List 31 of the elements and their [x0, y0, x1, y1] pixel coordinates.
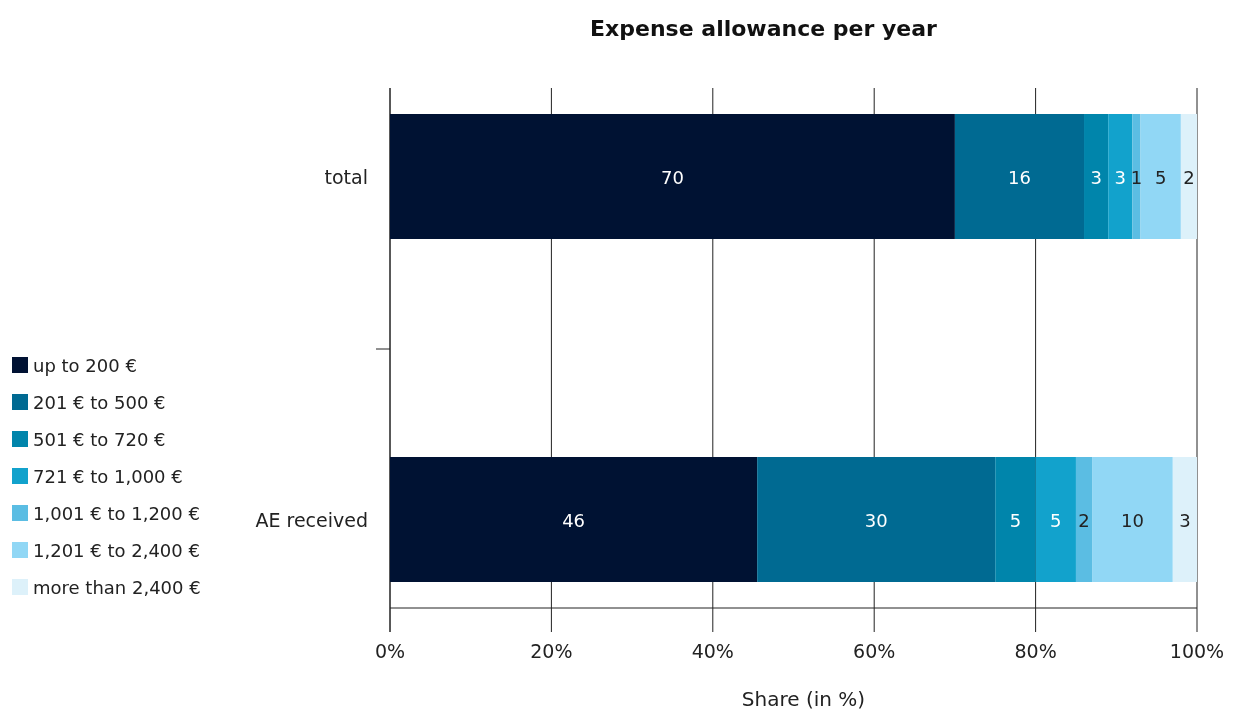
data-label: 3 — [1114, 166, 1127, 188]
x-tick-label: 100% — [1169, 640, 1225, 662]
data-label: 2 — [1078, 509, 1090, 531]
data-label: 46 — [562, 509, 586, 531]
legend-label: 1,201 € to 2,400 € — [33, 540, 200, 561]
legend-label: 721 € to 1,000 € — [33, 466, 183, 487]
legend-label: more than 2,400 € — [33, 577, 201, 598]
legend-label: 201 € to 500 € — [33, 392, 166, 413]
data-label: 3 — [1179, 509, 1191, 531]
data-label: 5 — [1154, 166, 1167, 188]
y-tick-label: AE received — [255, 508, 368, 531]
chart-title: Expense allowance per year — [590, 16, 938, 41]
data-label: 3 — [1090, 166, 1102, 188]
data-label: 2 — [1183, 166, 1195, 188]
data-label: 30 — [864, 509, 888, 531]
data-label: 5 — [1009, 509, 1022, 531]
data-label: 70 — [661, 166, 684, 188]
x-axis-title: Share (in %) — [741, 687, 866, 711]
x-tick-label: 60% — [853, 640, 896, 662]
data-label: 10 — [1120, 509, 1144, 531]
legend-label: 1,001 € to 1,200 € — [33, 503, 200, 524]
y-tick-label: total — [324, 165, 368, 188]
data-label: 16 — [1008, 166, 1031, 188]
data-label: 5 — [1050, 509, 1062, 531]
x-tick-label: 40% — [691, 640, 734, 662]
data-label: 1 — [1130, 166, 1143, 188]
x-tick-label: 20% — [530, 640, 573, 662]
x-tick-label: 80% — [1014, 640, 1057, 662]
legend-label: up to 200 € — [33, 355, 137, 376]
x-tick-label: 0% — [374, 640, 406, 662]
legend-label: 501 € to 720 € — [33, 429, 166, 450]
